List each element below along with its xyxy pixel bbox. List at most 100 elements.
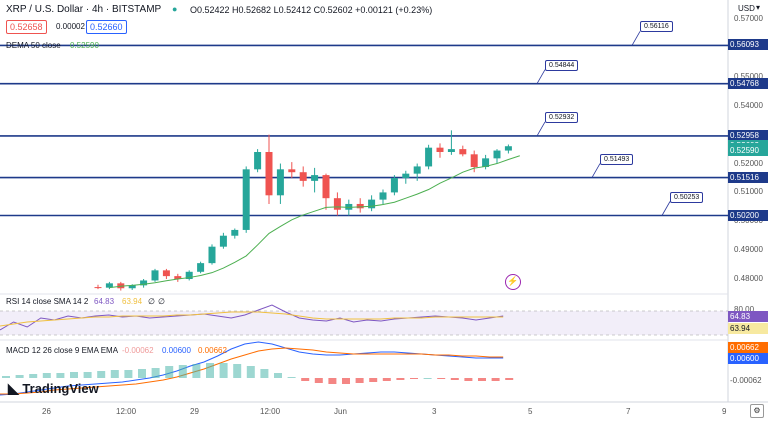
price-callout[interactable]: 0.54844 (545, 59, 579, 71)
macd-histogram-bar (97, 371, 106, 378)
macd-histogram-bar (410, 378, 418, 379)
candle-body (333, 198, 341, 210)
macd-hist-tag: -0.00062 (730, 376, 762, 385)
macd-histogram-bar (287, 377, 296, 378)
price-callout[interactable]: 0.52932 (545, 111, 579, 123)
macd-histogram-bar (464, 378, 473, 381)
candle-body (197, 263, 205, 272)
price-callout[interactable]: 0.51493 (600, 153, 634, 165)
rsi-sma-line (0, 311, 504, 327)
rsi-sma-value: 63.94 (122, 297, 143, 306)
time-axis-label: 9 (722, 407, 727, 416)
ohlc-values: O0.52422 H0.52682 L0.52412 C0.52602 +0.0… (190, 5, 433, 15)
macd-histogram-bar (260, 369, 269, 378)
candle-body (105, 283, 113, 288)
candle-body (94, 287, 102, 289)
macd-histogram-bar (382, 378, 391, 381)
tradingview-mark-icon: ◣ (8, 380, 19, 396)
currency-label[interactable]: USD (738, 4, 755, 13)
candle-body (345, 203, 353, 210)
macd-histogram-bar (56, 373, 65, 378)
price-axis-label: 0.54000 (734, 100, 763, 110)
rsi-tag: 64.83 (728, 311, 768, 322)
candle-body (140, 280, 148, 286)
rsi-legend-label: RSI 14 close SMA 14 2 (6, 297, 89, 306)
price-axis-label: 0.48000 (734, 274, 763, 283)
macd-histogram-bar (110, 370, 119, 378)
macd-signal-line (0, 347, 504, 395)
macd-signal-value: 0.00662 (198, 346, 227, 355)
candle-body (504, 146, 512, 151)
macd-histogram-bar (342, 378, 350, 384)
tradingview-logo: ◣ TradingView (8, 380, 99, 397)
macd-histogram-bar (151, 368, 160, 378)
macd-histogram-bar (206, 363, 214, 378)
price-tag: 0.52958 (728, 129, 768, 141)
candle-body (425, 147, 433, 167)
price-callout[interactable]: 0.50253 (670, 191, 704, 203)
scroll-to-realtime-button[interactable]: ⚙ (750, 404, 764, 418)
macd-histogram-bar (15, 375, 24, 378)
macd-histogram-bar (328, 378, 337, 384)
candle-body (276, 169, 284, 196)
candle-body (493, 150, 501, 159)
candle-body (413, 166, 421, 174)
dema-line (109, 155, 520, 289)
macd-histogram-bar (301, 378, 310, 381)
macd-histogram-bar (83, 372, 92, 378)
price-callout[interactable]: 0.56116 (640, 21, 673, 33)
time-axis-label: 5 (528, 407, 533, 416)
macd-histogram-bar (355, 378, 364, 383)
macd-histogram-bar (219, 363, 228, 378)
macd-histogram-bar (138, 369, 146, 378)
macd-histogram-bar (314, 378, 323, 383)
macd-histogram-bar (2, 376, 10, 378)
macd-histogram-bar (505, 378, 514, 380)
macd-histogram-bar (124, 370, 133, 378)
macd-histogram-bar (437, 378, 446, 379)
macd-histogram-bar (246, 366, 255, 378)
macd-histogram-bar (70, 372, 78, 378)
market-open-dot: ● (172, 4, 178, 14)
candle-body (208, 246, 216, 264)
price-tag: 0.54768 (728, 77, 768, 89)
price-tag: 0.51516 (728, 171, 768, 183)
macd-histogram-bar (178, 365, 187, 378)
candle-body (128, 285, 136, 289)
candle-body (470, 154, 478, 168)
time-axis-label: 29 (190, 407, 199, 416)
rsi-legend-value: 64.83 (94, 297, 115, 306)
candle-body (311, 175, 319, 181)
rsi-axis-label: 80.00 (734, 305, 755, 314)
event-bolt-icon[interactable]: ⚡ (505, 274, 521, 290)
macd-histogram-bar (42, 373, 51, 378)
sell-button[interactable]: 0.52658 (6, 20, 47, 34)
callout-leader (631, 31, 641, 46)
price-axis-label: 0.50000 (734, 216, 763, 226)
macd-histogram-bar (233, 364, 242, 378)
macd-histogram-value: -0.00062 (122, 346, 154, 355)
macd-line-value: 0.00600 (162, 346, 191, 355)
time-axis-label: 12:00 (260, 407, 281, 416)
macd-histogram-bar (165, 366, 174, 378)
dema-legend-label: DEMA 50 close (6, 41, 61, 50)
tradingview-wordmark: TradingView (22, 381, 99, 396)
macd-signal-tag: 0.00662 (728, 342, 768, 353)
time-axis-label: 12:00 (116, 407, 137, 416)
macd-line-tag: 0.00600 (728, 353, 768, 364)
buy-button[interactable]: 0.52660 (86, 20, 127, 34)
currency-dropdown-icon[interactable]: ▾ (756, 3, 761, 12)
candle-body (219, 235, 227, 247)
macd-histogram-bar (478, 378, 486, 381)
rsi-band (0, 311, 728, 335)
callout-leader (591, 163, 601, 178)
candle-body (390, 177, 398, 193)
time-axis-label: 7 (626, 407, 631, 416)
price-axis-label: 0.51000 (734, 187, 763, 197)
macd-histogram-bar (450, 378, 459, 380)
macd-histogram-bar (396, 378, 405, 380)
price-tag: 0.56093 (728, 39, 768, 51)
macd-legend-label: MACD 12 26 close 9 EMA EMA (6, 346, 119, 355)
